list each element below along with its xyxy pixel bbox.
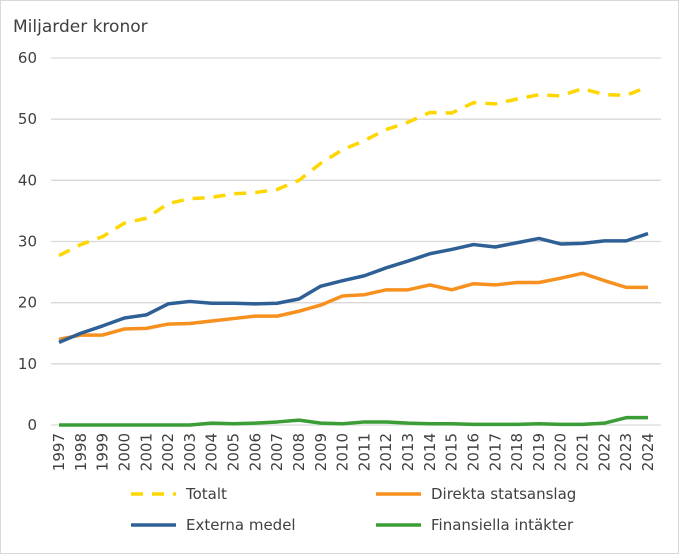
series-line-1 <box>58 271 648 342</box>
x-tick-label: 2005 <box>225 433 243 471</box>
legend-label: Direkta statsanslag <box>431 485 576 503</box>
x-tick-label: 2000 <box>115 433 133 471</box>
x-tick-label: 2011 <box>355 433 373 471</box>
x-tick-label: 2004 <box>203 433 221 471</box>
series-line-0 <box>58 85 649 258</box>
x-tick-label: 2001 <box>137 433 155 471</box>
x-tick-label: 2008 <box>290 433 308 471</box>
x-tick-label: 2012 <box>377 433 395 471</box>
x-tick-label: 2015 <box>443 433 461 471</box>
x-tick-label: 1999 <box>94 433 112 471</box>
x-tick-label: 1998 <box>72 433 90 471</box>
x-tick-label: 2018 <box>508 433 526 471</box>
series-line-2 <box>58 231 649 345</box>
x-tick-label: 2013 <box>399 433 417 471</box>
x-tick-label: 2016 <box>464 433 482 471</box>
x-tick-label: 2003 <box>181 433 199 471</box>
y-tick-label: 10 <box>18 355 37 373</box>
x-tick-label: 2020 <box>552 433 570 471</box>
legend-label: Totalt <box>185 485 227 503</box>
y-tick-label: 20 <box>18 294 37 312</box>
x-tick-label: 2007 <box>268 433 286 471</box>
x-tick-label: 2022 <box>595 433 613 471</box>
y-tick-label: 40 <box>18 171 37 189</box>
y-tick-label: 30 <box>18 233 37 251</box>
legend-label: Finansiella intäkter <box>431 516 574 534</box>
x-tick-label: 2010 <box>334 433 352 471</box>
y-axis-label: Miljarder kronor <box>13 17 148 37</box>
series-line-3 <box>59 415 648 427</box>
x-tick-label: 2014 <box>421 433 439 471</box>
x-tick-label: 2024 <box>639 433 657 471</box>
x-tick-label: 2019 <box>530 433 548 471</box>
x-tick-label: 2006 <box>246 433 264 471</box>
x-tick-label: 1997 <box>50 433 68 471</box>
x-tick-label: 2021 <box>574 433 592 471</box>
y-tick-label: 60 <box>18 49 37 67</box>
legend-label: Externa medel <box>186 516 296 534</box>
x-tick-label: 2017 <box>486 433 504 471</box>
x-tick-label: 2009 <box>312 433 330 471</box>
y-tick-label: 50 <box>18 110 37 128</box>
y-tick-label: 0 <box>27 416 37 434</box>
x-tick-label: 2002 <box>159 433 177 471</box>
x-tick-label: 2023 <box>617 433 635 471</box>
